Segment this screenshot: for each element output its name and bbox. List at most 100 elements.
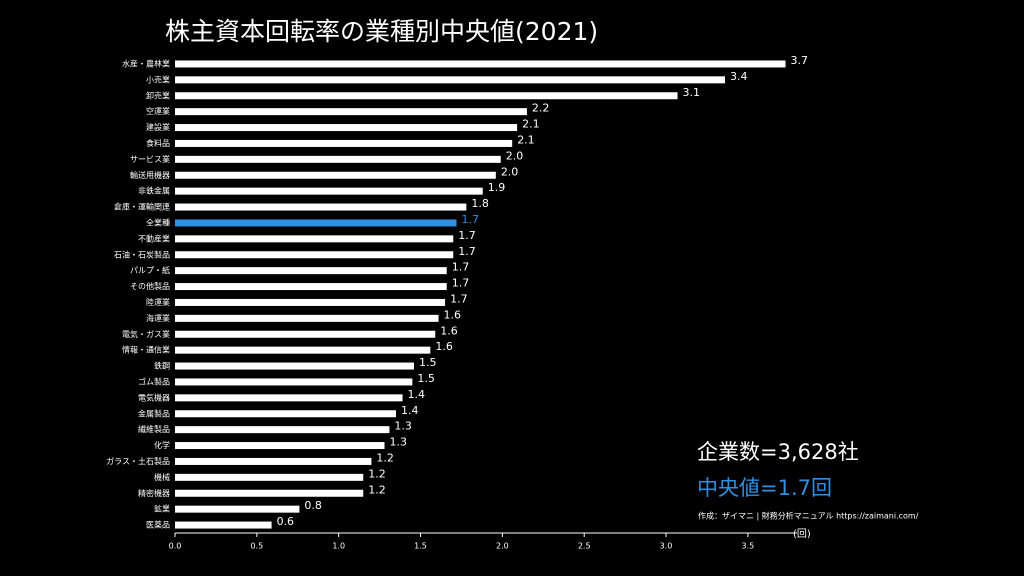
category-label: 全業種 (146, 217, 170, 227)
category-label: その他製品 (130, 281, 170, 291)
annotation: 中央値=1.7回 (697, 476, 832, 500)
value-label: 1.7 (462, 213, 480, 226)
value-label: 1.8 (471, 197, 489, 210)
category-label: 医薬品 (146, 520, 170, 530)
value-label: 1.7 (450, 292, 468, 305)
bar (175, 92, 678, 100)
value-label: 1.7 (452, 277, 470, 290)
bar (175, 473, 364, 481)
value-label: 2.0 (501, 165, 519, 178)
value-label: 1.7 (458, 245, 476, 258)
bar (175, 362, 414, 370)
category-label: 金属製品 (138, 408, 170, 418)
bar (175, 521, 272, 529)
x-tick-label: 3.0 (660, 542, 673, 551)
category-label: 鉱業 (154, 504, 170, 514)
value-label: 3.7 (791, 54, 809, 67)
category-label: ゴム製品 (138, 376, 170, 386)
bar (175, 346, 431, 354)
category-label: 食料品 (146, 138, 170, 148)
source: 作成：ザイマニ | 財務分析マニュアル https://zaimani.com/ (698, 511, 919, 521)
bar (175, 108, 527, 116)
category-label: 陸運業 (146, 297, 170, 307)
category-label: 鉄鋼 (154, 361, 170, 371)
bar (175, 283, 447, 291)
x-tick-label: 2.5 (578, 542, 591, 551)
bar (175, 251, 454, 259)
bar (175, 378, 413, 386)
category-label: 不動産業 (138, 233, 170, 243)
value-label: 1.3 (394, 420, 412, 433)
category-label: 海運業 (146, 313, 170, 323)
bar (175, 442, 385, 450)
value-label: 0.8 (304, 499, 322, 512)
category-label: 機械 (154, 472, 170, 482)
bar (175, 203, 467, 211)
category-label: 建設業 (146, 122, 170, 132)
value-label: 3.1 (683, 86, 701, 99)
value-label: 1.2 (376, 451, 394, 464)
bar (175, 330, 436, 338)
value-label: 2.2 (532, 102, 550, 115)
bar (175, 219, 457, 227)
category-label: 精密機器 (138, 488, 170, 498)
x-tick-label: 0.5 (250, 542, 263, 551)
bar (175, 139, 513, 147)
value-label: 1.5 (417, 372, 435, 385)
bar (175, 76, 725, 84)
value-label: 1.4 (408, 388, 426, 401)
bar (175, 267, 447, 275)
bar (175, 410, 396, 418)
value-label: 0.6 (277, 515, 295, 528)
bar (175, 394, 403, 402)
bar (175, 489, 364, 497)
category-label: ガラス・土石製品 (106, 456, 170, 466)
category-label: 空運業 (146, 106, 170, 116)
value-label: 2.1 (517, 133, 535, 146)
bar (175, 187, 483, 195)
value-label: 1.6 (444, 308, 462, 321)
x-axis-label: (回) (793, 528, 811, 540)
category-label: 化学 (154, 440, 170, 450)
category-label: 電気機器 (138, 392, 170, 402)
value-label: 1.3 (390, 436, 408, 449)
x-tick-label: 3.5 (742, 542, 755, 551)
category-label: 小売業 (146, 74, 170, 84)
bar (175, 155, 501, 163)
x-tick-label: 2.0 (496, 542, 509, 551)
value-label: 1.6 (435, 340, 453, 353)
category-label: 非鉄金属 (138, 186, 170, 196)
bar (175, 235, 454, 243)
category-label: 情報・通信業 (122, 345, 170, 355)
bar (175, 171, 496, 179)
value-label: 1.4 (401, 404, 419, 417)
bar (175, 505, 300, 513)
x-tick-label: 0.0 (169, 542, 182, 551)
bar (175, 314, 439, 322)
category-label: 水産・農林業 (122, 58, 170, 68)
value-label: 1.5 (419, 356, 437, 369)
category-label: 卸売業 (146, 90, 170, 100)
value-label: 2.0 (506, 149, 524, 162)
value-label: 1.9 (488, 181, 506, 194)
value-label: 1.2 (368, 467, 386, 480)
value-label: 1.7 (458, 229, 476, 242)
value-label: 1.7 (452, 261, 470, 274)
x-tick-label: 1.0 (332, 542, 345, 551)
category-label: パルプ・紙 (130, 265, 170, 275)
bar (175, 124, 518, 132)
value-label: 2.1 (522, 118, 540, 131)
category-label: 電気・ガス業 (122, 329, 170, 339)
bar (175, 298, 446, 306)
category-label: 繊維製品 (138, 424, 170, 434)
bar (175, 457, 372, 465)
bar (175, 60, 786, 68)
bar (175, 426, 390, 434)
category-label: 倉庫・運輸関連 (114, 202, 170, 212)
annotation: 企業数=3,628社 (697, 440, 859, 464)
category-label: サービス業 (130, 154, 170, 164)
value-label: 1.6 (440, 324, 458, 337)
value-label: 1.2 (368, 483, 386, 496)
category-label: 石油・石炭製品 (114, 249, 170, 259)
